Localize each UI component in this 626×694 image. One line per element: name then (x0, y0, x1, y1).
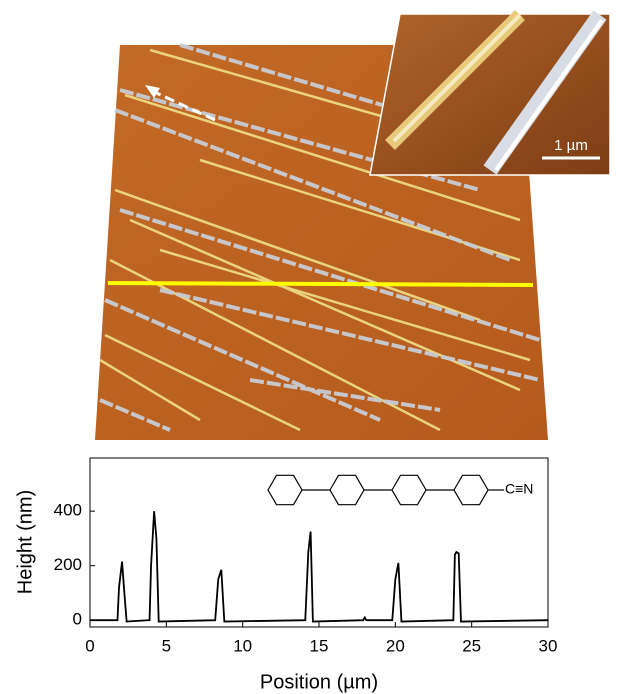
x-tick-label: 30 (539, 636, 558, 655)
molecule (267, 474, 504, 506)
x-tick-label: 15 (310, 636, 329, 655)
x-axis-title: Position (µm) (260, 671, 378, 693)
y-tick-label: 0 (73, 610, 82, 629)
y-axis-title: Height (nm) (14, 490, 36, 594)
x-tick-label: 20 (386, 636, 405, 655)
y-tick-label: 400 (54, 501, 82, 520)
scale-bar-label: 1 µm (554, 137, 588, 154)
x-tick-label: 25 (462, 636, 481, 655)
afm-inset: 1 µm (369, 10, 611, 176)
x-tick-label: 10 (233, 636, 252, 655)
profile-line (90, 511, 549, 623)
x-tick-label: 0 (85, 636, 94, 655)
y-tick-label: 200 (54, 555, 82, 574)
x-tick-label: 5 (162, 636, 171, 655)
molecule-label: C≡N (505, 481, 533, 497)
